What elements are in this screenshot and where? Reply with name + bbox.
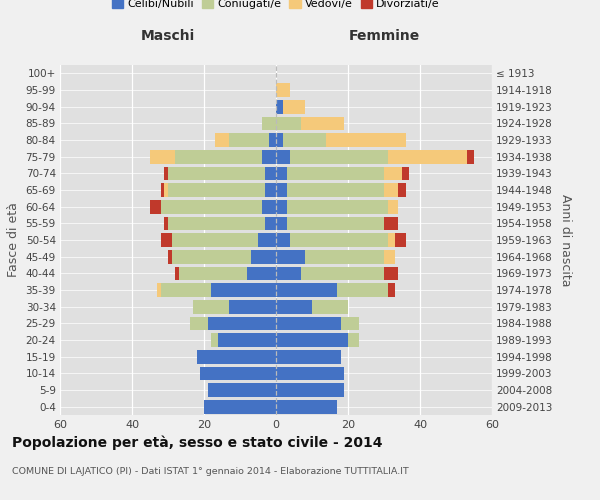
Bar [388, 283, 395, 297]
Bar [384, 266, 398, 280]
Bar [341, 316, 359, 330]
Bar [262, 150, 276, 164]
Bar [276, 350, 341, 364]
Bar [276, 316, 341, 330]
Bar [276, 300, 312, 314]
Bar [283, 100, 305, 114]
Bar [276, 233, 290, 247]
Bar [276, 166, 287, 180]
Bar [208, 383, 276, 397]
Bar [211, 283, 276, 297]
Legend: Celibi/Nubili, Coniugati/e, Vedovi/e, Divorziati/e: Celibi/Nubili, Coniugati/e, Vedovi/e, Di… [108, 0, 444, 13]
Bar [150, 200, 161, 213]
Bar [276, 383, 344, 397]
Bar [265, 166, 276, 180]
Bar [276, 150, 290, 164]
Bar [287, 200, 388, 213]
Bar [168, 166, 265, 180]
Bar [388, 200, 398, 213]
Y-axis label: Fasce di età: Fasce di età [7, 202, 20, 278]
Bar [276, 283, 337, 297]
Bar [276, 266, 301, 280]
Bar [164, 183, 168, 197]
Y-axis label: Anni di nascita: Anni di nascita [559, 194, 572, 286]
Bar [276, 183, 287, 197]
Bar [276, 133, 283, 147]
Bar [305, 250, 384, 264]
Bar [265, 216, 276, 230]
Bar [190, 316, 208, 330]
Bar [204, 400, 276, 413]
Bar [312, 300, 348, 314]
Bar [384, 250, 395, 264]
Bar [276, 200, 287, 213]
Bar [229, 133, 269, 147]
Bar [258, 233, 276, 247]
Bar [384, 216, 398, 230]
Bar [262, 200, 276, 213]
Bar [193, 300, 229, 314]
Bar [164, 216, 168, 230]
Bar [164, 166, 168, 180]
Bar [276, 216, 287, 230]
Bar [262, 116, 276, 130]
Bar [287, 183, 384, 197]
Bar [161, 233, 172, 247]
Bar [395, 233, 406, 247]
Bar [197, 350, 276, 364]
Bar [301, 116, 344, 130]
Bar [168, 216, 265, 230]
Bar [326, 133, 406, 147]
Bar [150, 150, 175, 164]
Bar [168, 183, 265, 197]
Bar [301, 266, 384, 280]
Bar [161, 183, 164, 197]
Bar [467, 150, 474, 164]
Bar [168, 250, 172, 264]
Text: Maschi: Maschi [141, 28, 195, 42]
Bar [290, 233, 388, 247]
Bar [276, 100, 283, 114]
Bar [287, 216, 384, 230]
Bar [208, 316, 276, 330]
Bar [388, 233, 395, 247]
Bar [337, 283, 388, 297]
Bar [200, 366, 276, 380]
Bar [287, 166, 384, 180]
Bar [218, 333, 276, 347]
Bar [269, 133, 276, 147]
Bar [175, 150, 262, 164]
Bar [290, 150, 388, 164]
Text: Popolazione per età, sesso e stato civile - 2014: Popolazione per età, sesso e stato civil… [12, 435, 383, 450]
Bar [161, 200, 262, 213]
Bar [229, 300, 276, 314]
Bar [276, 366, 344, 380]
Bar [384, 166, 402, 180]
Bar [388, 150, 467, 164]
Bar [215, 133, 229, 147]
Bar [276, 400, 337, 413]
Bar [398, 183, 406, 197]
Bar [348, 333, 359, 347]
Bar [179, 266, 247, 280]
Bar [384, 183, 398, 197]
Bar [276, 83, 290, 97]
Bar [276, 250, 305, 264]
Bar [251, 250, 276, 264]
Bar [157, 283, 161, 297]
Bar [276, 116, 301, 130]
Bar [172, 250, 251, 264]
Bar [402, 166, 409, 180]
Text: COMUNE DI LAJATICO (PI) - Dati ISTAT 1° gennaio 2014 - Elaborazione TUTTITALIA.I: COMUNE DI LAJATICO (PI) - Dati ISTAT 1° … [12, 468, 409, 476]
Bar [265, 183, 276, 197]
Bar [283, 133, 326, 147]
Bar [276, 333, 348, 347]
Bar [172, 233, 258, 247]
Bar [175, 266, 179, 280]
Bar [247, 266, 276, 280]
Bar [161, 283, 211, 297]
Bar [211, 333, 218, 347]
Text: Femmine: Femmine [349, 28, 419, 42]
